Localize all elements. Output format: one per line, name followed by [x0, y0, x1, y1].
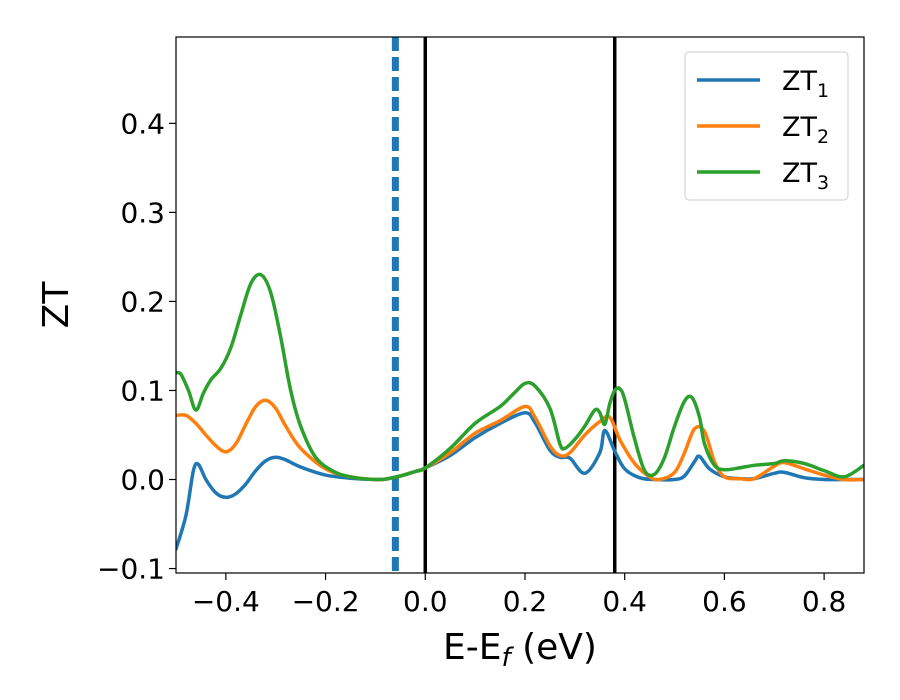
legend-frame: [684, 51, 849, 201]
x-axis-label-unit: (eV): [511, 627, 597, 668]
y-axis-label: ZT: [36, 281, 77, 329]
y-tick-label: 0.1: [120, 374, 165, 407]
legend-label-zt3: ZT3: [782, 158, 829, 194]
plot-frame: [175, 36, 865, 574]
y-tick-label: 0.3: [120, 196, 165, 229]
x-tick-label: 0.6: [702, 585, 747, 618]
x-tick-label: 0.2: [503, 585, 548, 618]
x-tick-label: 0.8: [802, 585, 847, 618]
x-axis-label: E-Ef (eV): [443, 627, 597, 673]
series-line-zt3: [176, 272, 864, 482]
legend: ZT1 ZT2 ZT3: [684, 51, 849, 201]
y-tick-label: 0.2: [120, 285, 165, 318]
series-line-zt2: [176, 398, 864, 482]
x-tick-label: 0.4: [602, 585, 647, 618]
vertical-reference-lines: [391, 37, 617, 573]
x-axis: −0.4 −0.2 0.0 0.2 0.4 0.6 0.8: [192, 573, 847, 618]
y-tick-label: 0.0: [120, 464, 165, 497]
x-tick-label: −0.4: [192, 585, 260, 618]
legend-label-zt2: ZT2: [782, 112, 829, 148]
y-axis: −0.1 0.0 0.1 0.2 0.3 0.4: [97, 107, 176, 586]
legend-label-zt1: ZT1: [782, 66, 829, 102]
series-layer: [176, 272, 864, 551]
x-tick-label: −0.2: [292, 585, 360, 618]
x-tick-label: 0.0: [403, 585, 448, 618]
y-tick-label: −0.1: [97, 553, 165, 586]
y-tick-label: 0.4: [120, 107, 165, 140]
